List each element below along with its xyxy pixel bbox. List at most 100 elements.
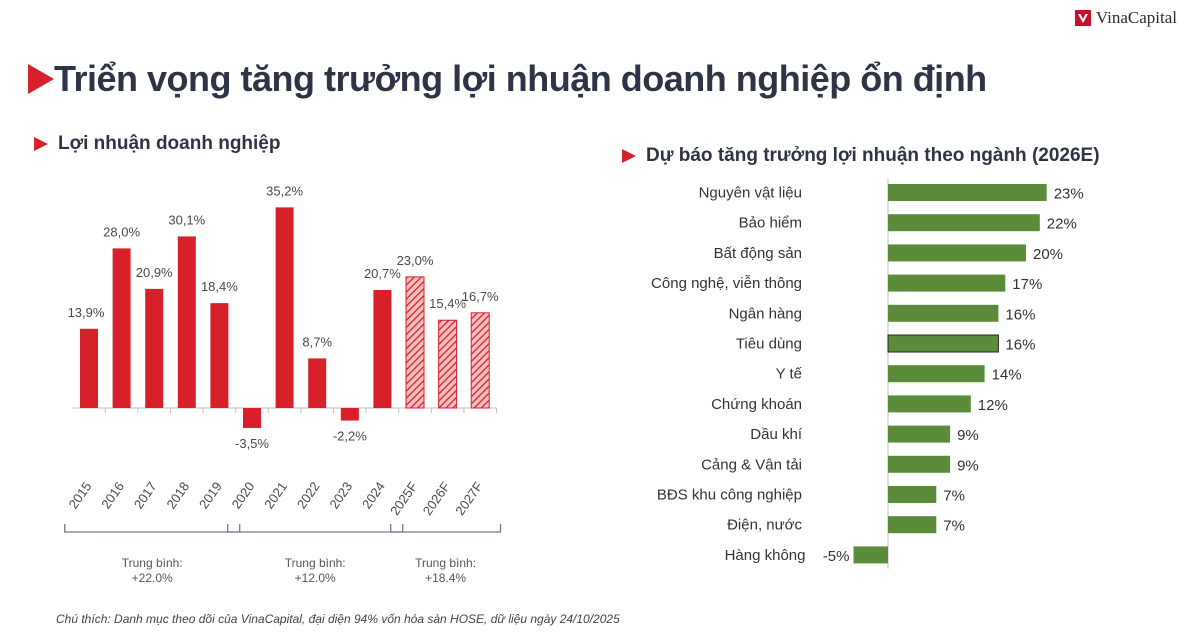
value-label: 20% [1033,246,1063,263]
tick-label-2026F: 2026F [420,479,453,518]
value-label: 7% [943,488,965,505]
left-subtitle: Lợi nhuận doanh nghiệp [58,133,281,154]
triangle-bullet-icon [622,149,636,163]
bar-2018 [177,236,196,408]
group-bracket [390,524,502,533]
data-label-2020: -3,5% [235,436,269,451]
category-label: Y tế [776,366,803,383]
average-value: +22.0% [132,571,173,585]
category-label: Tiêu dùng [736,336,802,353]
bar-2020 [243,408,261,428]
tick-label-2015: 2015 [66,479,95,511]
page-title-wrap: Triển vọng tăng trưởng lợi nhuận doanh n… [28,58,987,100]
bar-2021 [275,207,294,408]
bar-2026F [438,319,458,409]
category-label: Dầu khí [750,426,803,443]
bar-Cảng & Vận tải [888,455,951,473]
category-label: Cảng & Vận tải [701,456,802,473]
average-label: Trung bình: [415,556,476,570]
data-label-2025F: 23,0% [397,253,434,268]
page-title: Triển vọng tăng trưởng lợi nhuận doanh n… [54,58,987,99]
data-label-2015: 13,9% [68,305,105,320]
brand-name: VinaCapital [1095,8,1177,27]
data-label-2016: 28,0% [103,224,140,239]
triangle-bullet-icon [34,137,48,151]
bar-Tiêu dùng [887,334,999,353]
left-subtitle-wrap: Lợi nhuận doanh nghiệp [34,133,280,155]
data-label-2026F: 15,4% [429,296,466,311]
data-label-2019: 18,4% [201,279,238,294]
bar-Bất động sản [888,244,1026,262]
category-label: Hàng không [725,547,806,564]
value-label: 9% [957,457,979,474]
vinacapital-logo-icon [1074,10,1091,26]
bar-Hàng không [853,546,888,564]
tick-label-2024: 2024 [359,479,388,511]
average-value: +18.4% [425,571,466,585]
tick-label-2027F: 2027F [452,479,485,518]
bar-2016 [112,248,131,408]
bar-2022 [308,358,327,408]
right-subtitle: Dự báo tăng trưởng lợi nhuận theo ngành … [646,145,1100,166]
bar-2017 [145,288,164,408]
bar-Y tế [888,365,985,383]
value-label: 14% [992,367,1022,384]
bar-Công nghệ, viễn thông [888,274,1006,292]
average-label: Trung bình: [285,556,346,570]
value-label: 17% [1012,276,1042,293]
bar-Chứng khoán [888,395,971,413]
bar-Điện, nước [888,516,937,534]
value-label: 23% [1054,186,1084,203]
tick-label-2019: 2019 [196,479,225,511]
bar-2027F [470,312,490,409]
data-label-2022: 8,7% [302,334,332,349]
value-label: 12% [978,397,1008,414]
group-bracket [64,524,241,533]
bar-2025F [405,276,425,409]
tick-label-2025F: 2025F [387,479,420,518]
triangle-bullet-icon [28,64,54,94]
bar-Dầu khí [888,425,951,443]
tick-label-2016: 2016 [98,479,127,511]
bar-2023 [340,408,359,421]
average-label: Trung bình: [122,556,183,570]
data-label-2017: 20,9% [136,265,173,280]
tick-label-2017: 2017 [131,479,160,511]
value-label: 16% [1005,337,1035,354]
category-label: BĐS khu công nghiệp [657,487,802,504]
brand: VinaCapital [1074,8,1177,28]
bar-2015 [80,328,98,408]
bar-Ngân hàng [888,304,999,322]
category-label: Nguyên vật liệu [699,185,802,202]
right-subtitle-wrap: Dự báo tăng trưởng lợi nhuận theo ngành … [622,145,1100,167]
value-label: 7% [943,518,965,535]
category-label: Ngân hàng [729,305,802,322]
data-label-2027F: 16,7% [462,289,499,304]
bar-2019 [210,303,229,408]
data-label-2021: 35,2% [266,183,303,198]
data-label-2024: 20,7% [364,266,401,281]
bar-2024 [373,290,392,408]
category-label: Điện, nước [727,517,802,534]
sector-growth-bar-chart: Nguyên vật liệu Bảo hiểm Bất động sản Công … [651,178,1084,569]
value-label: 16% [1005,306,1035,323]
average-value: +12.0% [295,571,336,585]
category-label: Bảo hiểm [739,215,802,232]
footnote: Chú thích: Danh mục theo dõi của VinaCap… [56,612,620,626]
bar-Nguyên vật liệu [888,184,1047,201]
category-label: Công nghệ, viễn thông [651,275,802,292]
bar-BĐS khu công nghiệp [888,486,937,503]
data-label-2018: 30,1% [168,212,205,227]
value-label: -5% [823,548,850,565]
bar-Bảo hiểm [888,214,1040,232]
tick-label-2018: 2018 [163,479,192,511]
group-bracket [227,524,404,533]
tick-label-2023: 2023 [326,479,355,511]
profit-growth-bar-chart: 13,9% 28,0% 20,9% 30,1% 18,4% -3,5% 35,2% 8,7% -… [64,183,502,585]
tick-label-2020: 2020 [229,479,258,511]
category-label: Chứng khoán [711,396,802,413]
tick-label-2022: 2022 [294,479,323,511]
value-label: 9% [957,427,979,444]
data-label-2023: -2,2% [333,429,367,444]
value-label: 22% [1047,216,1077,233]
